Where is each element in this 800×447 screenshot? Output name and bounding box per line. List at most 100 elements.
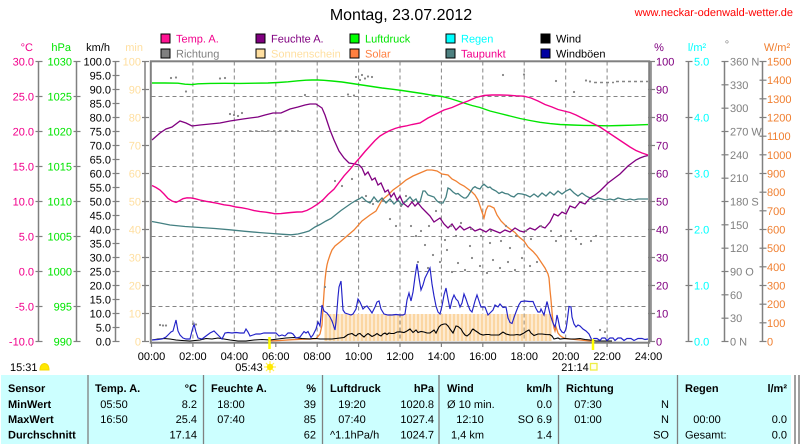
- svg-text:1025: 1025: [48, 92, 72, 104]
- svg-text:1030: 1030: [48, 57, 72, 69]
- svg-text:1.4: 1.4: [537, 430, 552, 442]
- svg-text:40: 40: [656, 225, 668, 237]
- svg-text:20.0: 20.0: [90, 281, 111, 293]
- svg-text:N: N: [661, 399, 669, 411]
- svg-text:15.0: 15.0: [13, 162, 34, 174]
- svg-text:16:50: 16:50: [100, 414, 128, 426]
- svg-text:km/h: km/h: [526, 383, 552, 395]
- svg-text:20.0: 20.0: [13, 127, 34, 139]
- svg-text:%: %: [306, 383, 316, 395]
- svg-text:10.0: 10.0: [90, 309, 111, 321]
- svg-text:07:30: 07:30: [574, 399, 602, 411]
- svg-text:600: 600: [767, 225, 785, 237]
- svg-text:210: 210: [730, 173, 748, 185]
- svg-text:01:00: 01:00: [574, 414, 602, 426]
- svg-text:240: 240: [730, 150, 748, 162]
- svg-text:1020.8: 1020.8: [400, 399, 434, 411]
- svg-text:MaxWert: MaxWert: [8, 414, 54, 426]
- svg-text:65.0: 65.0: [90, 155, 111, 167]
- svg-text:18:00: 18:00: [217, 399, 245, 411]
- svg-text:1100: 1100: [767, 131, 791, 143]
- svg-text:900: 900: [767, 169, 785, 181]
- svg-text:995: 995: [54, 302, 72, 314]
- svg-text:35.0: 35.0: [90, 239, 111, 251]
- svg-text:10.0: 10.0: [13, 197, 34, 209]
- svg-text:100.0: 100.0: [83, 57, 111, 69]
- svg-text:12:00: 12:00: [386, 351, 414, 363]
- svg-text:60: 60: [730, 290, 742, 302]
- svg-text:21:14: 21:14: [561, 362, 589, 374]
- svg-text:300: 300: [730, 103, 748, 115]
- svg-text:14:00: 14:00: [428, 351, 456, 363]
- svg-text:°C: °C: [185, 383, 197, 395]
- svg-text:04:00: 04:00: [221, 351, 249, 363]
- svg-text:15.0: 15.0: [90, 295, 111, 307]
- svg-text:20: 20: [656, 281, 668, 293]
- svg-text:00:00: 00:00: [693, 414, 721, 426]
- svg-text:0: 0: [135, 337, 141, 349]
- svg-text:22:00: 22:00: [593, 351, 621, 363]
- svg-text:85: 85: [304, 414, 316, 426]
- svg-text:^1.1hPa/h: ^1.1hPa/h: [330, 430, 379, 442]
- svg-text:800: 800: [767, 187, 785, 199]
- svg-text:270 W: 270 W: [730, 127, 762, 139]
- svg-text:3.0: 3.0: [694, 169, 709, 181]
- svg-text:25.0: 25.0: [90, 267, 111, 279]
- svg-text:1000: 1000: [767, 150, 791, 162]
- svg-text:70: 70: [656, 141, 668, 153]
- svg-text:hPa: hPa: [414, 383, 435, 395]
- svg-text:W/m²: W/m²: [764, 42, 791, 54]
- svg-text:16:00: 16:00: [469, 351, 497, 363]
- svg-text:min: min: [125, 42, 143, 54]
- svg-text:30: 30: [129, 253, 141, 265]
- svg-text:1400: 1400: [767, 75, 791, 87]
- svg-text:30: 30: [730, 313, 742, 325]
- svg-text:0.0: 0.0: [19, 267, 34, 279]
- svg-text:25.0: 25.0: [13, 92, 34, 104]
- svg-text:180 S: 180 S: [730, 197, 759, 209]
- svg-text:0.0: 0.0: [772, 414, 787, 426]
- svg-text:90: 90: [129, 85, 141, 97]
- svg-text:4.0: 4.0: [694, 113, 709, 125]
- svg-text:-5.0: -5.0: [15, 302, 34, 314]
- svg-text:1000: 1000: [48, 267, 72, 279]
- svg-text:70: 70: [129, 141, 141, 153]
- svg-text:0 N: 0 N: [730, 337, 747, 349]
- svg-text:1500: 1500: [767, 57, 791, 69]
- svg-text:70.0: 70.0: [90, 141, 111, 153]
- svg-text:Regen: Regen: [461, 34, 493, 46]
- svg-text:05:50: 05:50: [100, 399, 128, 411]
- svg-text:80.0: 80.0: [90, 113, 111, 125]
- svg-text:90.0: 90.0: [90, 85, 111, 97]
- svg-text:00:00: 00:00: [138, 351, 166, 363]
- svg-text:Solar: Solar: [365, 49, 391, 61]
- svg-text:39: 39: [304, 399, 316, 411]
- svg-text:62: 62: [304, 430, 316, 442]
- svg-text:60: 60: [129, 169, 141, 181]
- svg-text:Wind: Wind: [556, 34, 581, 46]
- svg-text:08:00: 08:00: [303, 351, 331, 363]
- svg-text:10: 10: [656, 309, 668, 321]
- svg-text:2.0: 2.0: [694, 225, 709, 237]
- svg-text:60.0: 60.0: [90, 169, 111, 181]
- svg-text:1024.7: 1024.7: [400, 430, 434, 442]
- svg-text:400: 400: [767, 262, 785, 274]
- svg-text:hPa: hPa: [51, 42, 71, 54]
- svg-text:SO 6.9: SO 6.9: [518, 414, 552, 426]
- svg-text:75.0: 75.0: [90, 127, 111, 139]
- svg-text:150: 150: [730, 220, 748, 232]
- svg-text:90: 90: [656, 85, 668, 97]
- svg-text:1200: 1200: [767, 113, 791, 125]
- svg-text:17.14: 17.14: [169, 430, 197, 442]
- svg-text:05:43: 05:43: [235, 362, 263, 374]
- svg-text:24:00: 24:00: [635, 351, 663, 363]
- svg-text:60: 60: [656, 169, 668, 181]
- svg-text:0: 0: [767, 337, 773, 349]
- svg-text:Windböen: Windböen: [556, 49, 606, 61]
- svg-text:N: N: [661, 414, 669, 426]
- svg-text:Gesamt:: Gesamt:: [685, 430, 727, 442]
- svg-text:1.0: 1.0: [694, 281, 709, 293]
- svg-text:5.0: 5.0: [19, 232, 34, 244]
- svg-text:200: 200: [767, 299, 785, 311]
- svg-text:500: 500: [767, 243, 785, 255]
